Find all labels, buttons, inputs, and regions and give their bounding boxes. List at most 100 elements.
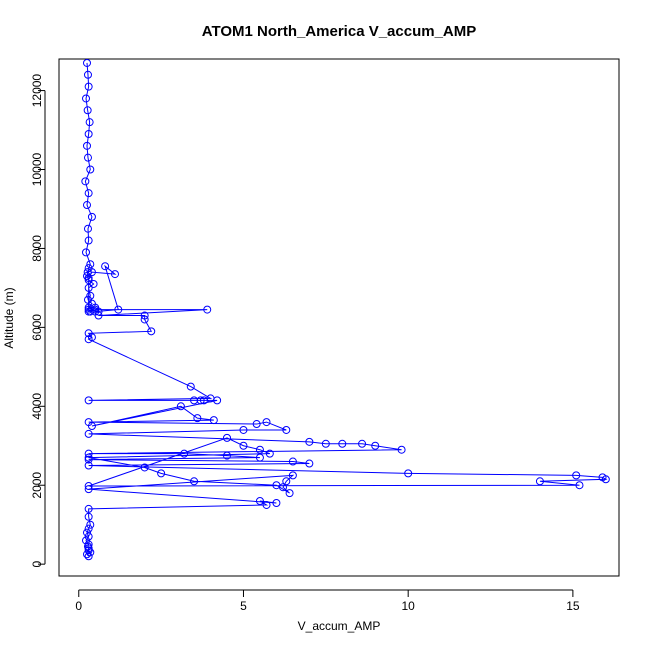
data-point xyxy=(288,471,297,480)
data-point xyxy=(282,477,291,486)
data-point xyxy=(87,268,96,277)
data-point xyxy=(84,455,93,464)
data-point xyxy=(288,457,297,466)
data-point xyxy=(84,396,93,405)
data-point xyxy=(252,420,261,429)
data-point xyxy=(262,418,271,427)
y-tick-label: 0 xyxy=(30,561,44,568)
data-point xyxy=(305,459,314,468)
data-point xyxy=(84,283,93,292)
data-point xyxy=(223,451,231,460)
data-point xyxy=(601,475,610,484)
data-point xyxy=(321,439,330,448)
data-point xyxy=(82,94,91,103)
data-point xyxy=(84,335,93,344)
x-axis-label: V_accum_AMP xyxy=(298,619,381,633)
data-point xyxy=(371,441,380,450)
data-point xyxy=(397,445,406,454)
data-point xyxy=(193,414,202,423)
data-point xyxy=(338,439,347,448)
data-point xyxy=(84,236,93,245)
y-tick-label: 6000 xyxy=(30,314,44,341)
data-point xyxy=(147,327,156,336)
data-point xyxy=(572,471,581,480)
data-point xyxy=(84,544,93,553)
data-point xyxy=(84,189,93,198)
data-point xyxy=(84,485,93,494)
data-point xyxy=(279,483,287,492)
data-point xyxy=(140,315,149,324)
data-point xyxy=(84,129,93,138)
data-point xyxy=(83,141,91,150)
data-point xyxy=(86,260,95,269)
data-point xyxy=(84,449,93,458)
data-point xyxy=(86,165,95,174)
data-point xyxy=(83,58,91,67)
data-point xyxy=(111,270,119,279)
data-point xyxy=(84,453,93,462)
data-point xyxy=(239,425,248,434)
series-line xyxy=(84,62,608,557)
chart-title: ATOM1 North_America V_accum_AMP xyxy=(202,23,477,40)
data-point xyxy=(358,439,367,448)
x-axis: 0 5 10 15 xyxy=(75,589,580,613)
data-point xyxy=(94,311,103,320)
data-point xyxy=(186,382,195,391)
data-point xyxy=(84,274,93,283)
data-point xyxy=(84,512,93,521)
y-tick-label: 2000 xyxy=(30,472,44,499)
data-point xyxy=(404,469,413,478)
data-point xyxy=(262,500,271,509)
data-point xyxy=(84,532,93,541)
data-point xyxy=(84,276,93,285)
data-point xyxy=(575,481,584,490)
data-point xyxy=(83,153,92,162)
data-point xyxy=(196,396,205,405)
data-point xyxy=(83,268,92,277)
data-point xyxy=(83,70,92,79)
data-point xyxy=(140,463,149,472)
data-point xyxy=(83,272,91,281)
data-point xyxy=(84,482,93,491)
data-point xyxy=(213,396,222,405)
y-axis: 0 2000 4000 6000 8000 10000 12000 xyxy=(30,74,46,568)
x-tick-label: 0 xyxy=(75,599,82,613)
data-point xyxy=(255,497,264,506)
data-point xyxy=(91,305,100,314)
data-point xyxy=(83,201,91,210)
x-tick-label: 15 xyxy=(566,599,580,613)
data-point xyxy=(85,118,94,127)
data-point xyxy=(82,536,91,545)
data-point xyxy=(282,425,291,434)
y-tick-label: 8000 xyxy=(30,235,44,262)
data-point xyxy=(305,437,314,446)
data-point xyxy=(83,550,91,559)
y-tick-label: 4000 xyxy=(30,393,44,420)
y-axis-label: Altitude (m) xyxy=(2,287,16,348)
data-point xyxy=(101,262,110,271)
data-point xyxy=(84,524,93,533)
data-point xyxy=(140,311,149,320)
data-point xyxy=(239,441,248,450)
data-point xyxy=(84,418,93,427)
data-layer xyxy=(81,58,610,561)
data-point xyxy=(190,477,199,486)
data-point xyxy=(180,449,189,458)
data-point xyxy=(157,469,166,478)
data-point xyxy=(255,445,264,454)
data-point xyxy=(87,212,96,221)
data-point xyxy=(84,82,93,91)
y-tick-label: 12000 xyxy=(30,74,44,108)
data-point xyxy=(83,528,91,537)
data-point xyxy=(84,546,93,555)
data-point xyxy=(83,106,92,115)
data-point xyxy=(265,449,274,458)
data-point xyxy=(535,477,544,486)
data-point xyxy=(209,416,218,425)
data-point xyxy=(223,433,231,442)
plot-area xyxy=(58,58,620,577)
data-point xyxy=(89,279,98,288)
data-point xyxy=(255,453,264,462)
data-point xyxy=(83,224,92,233)
